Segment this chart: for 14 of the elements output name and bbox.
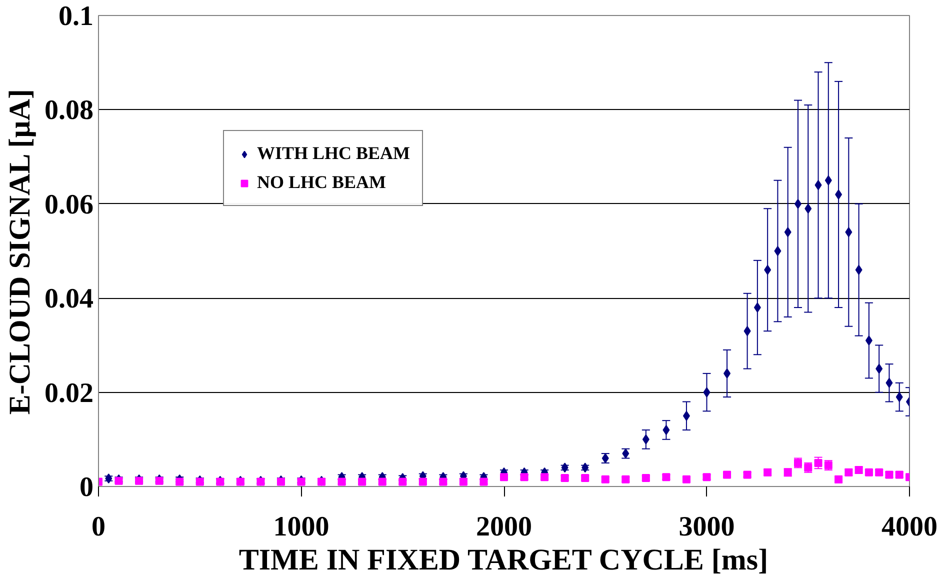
x-tick-label: 4000 <box>882 512 938 542</box>
y-tick-label: 0.06 <box>44 189 94 220</box>
x-tick-label: 2000 <box>476 512 532 542</box>
y-tick-label: 0.04 <box>44 284 94 315</box>
x-tick-label: 1000 <box>273 512 330 542</box>
x-tick-label: 3000 <box>678 512 735 542</box>
y-tick-label: 0.1 <box>58 1 94 32</box>
y-tick-label: 0.08 <box>44 95 94 126</box>
legend-label: NO LHC BEAM <box>257 172 386 193</box>
legend-label: WITH LHC BEAM <box>257 143 410 164</box>
y-tick-label: 0 <box>80 472 94 503</box>
y-axis-title: E-CLOUD SIGNAL [µA] <box>4 88 36 415</box>
y-tick-label: 0.02 <box>44 378 94 409</box>
x-axis-title: TIME IN FIXED TARGET CYCLE [ms] <box>238 544 768 576</box>
